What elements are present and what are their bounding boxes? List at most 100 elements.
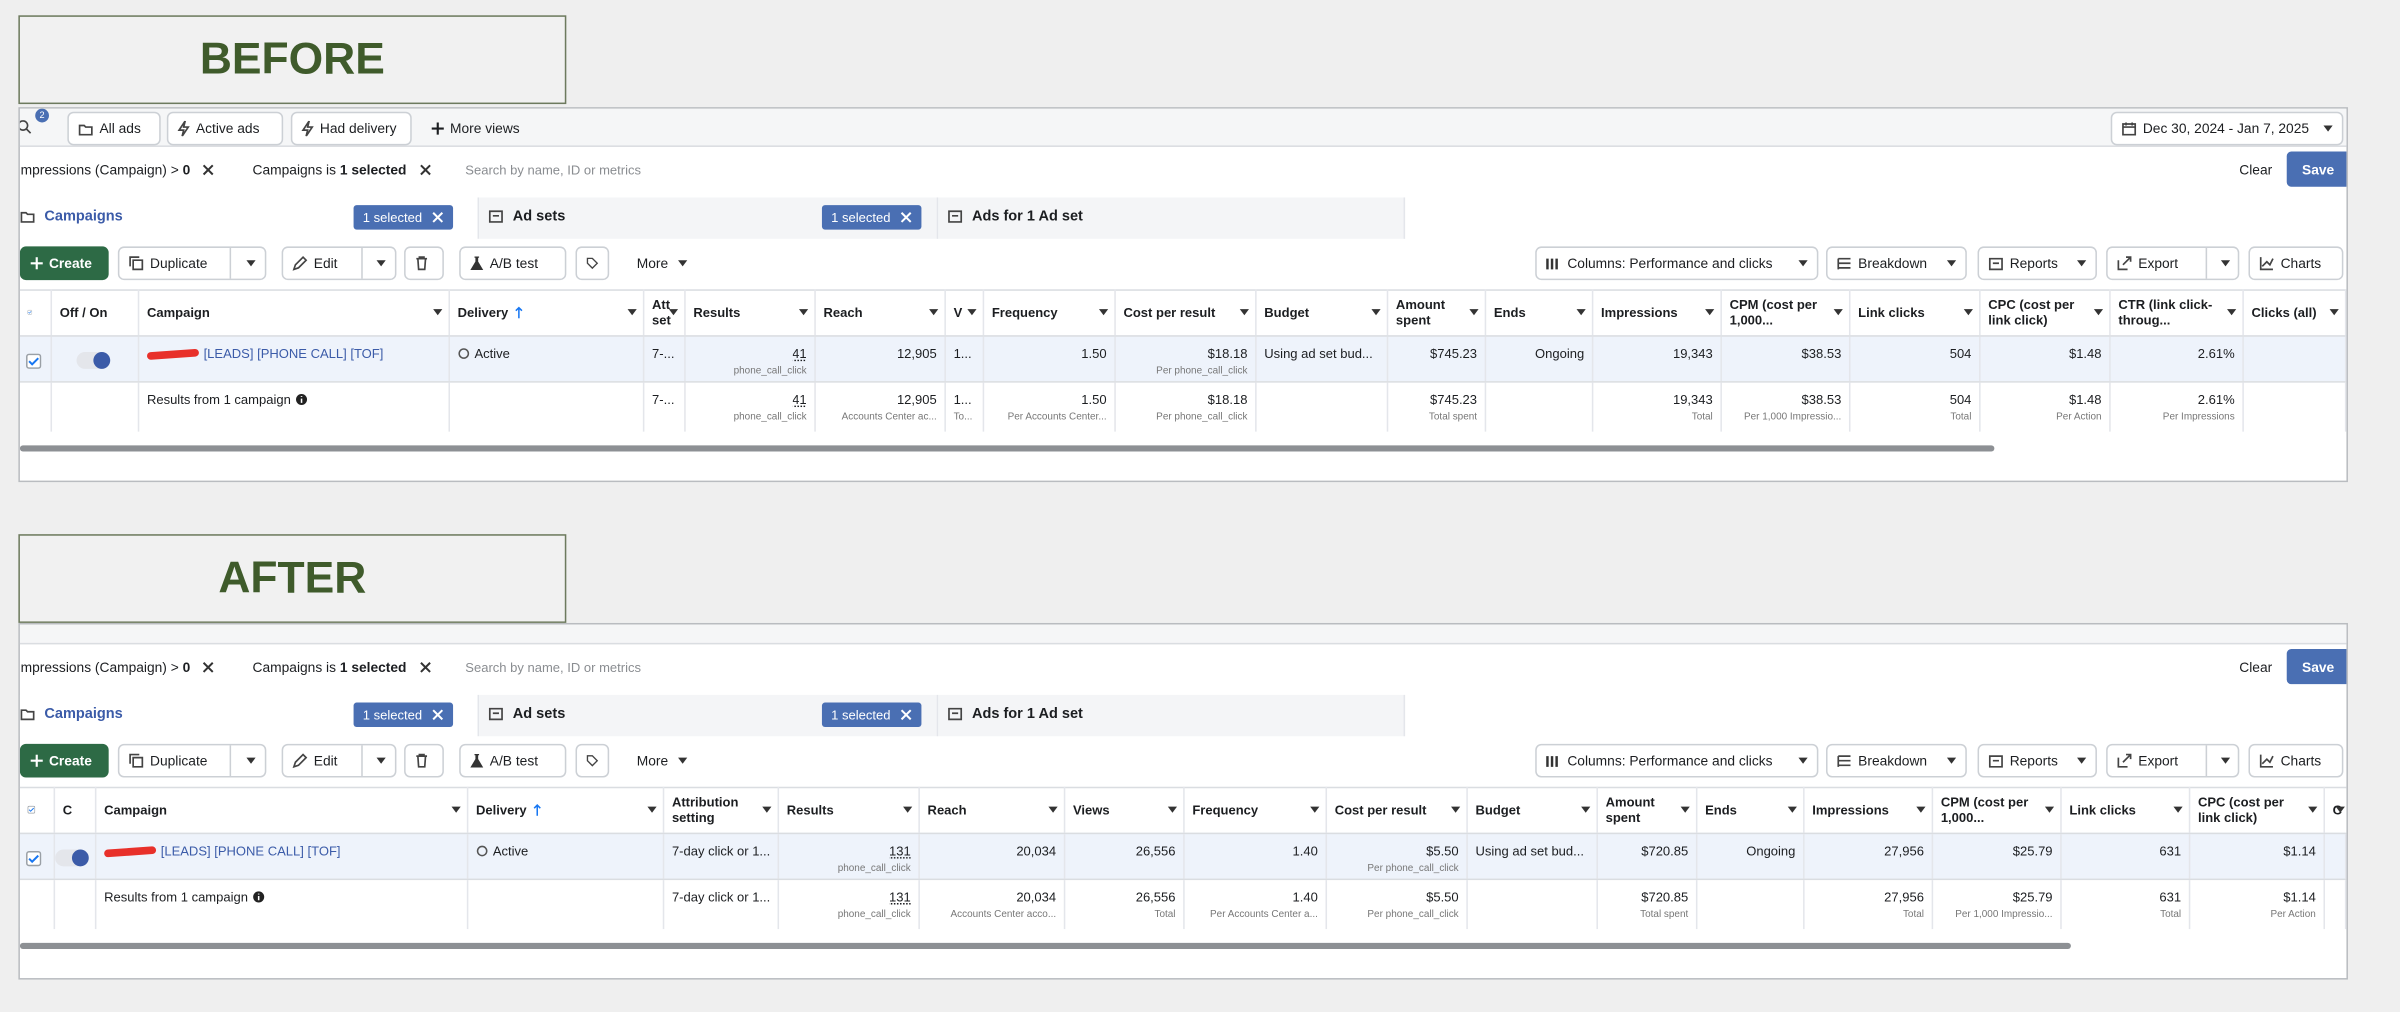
column-header[interactable]: Campaign [139, 289, 450, 336]
column-header[interactable]: Cost per result [1327, 786, 1468, 833]
button[interactable]: Create [19, 743, 109, 778]
remove-filter[interactable] [419, 660, 431, 672]
tab[interactable]: Campaigns 1 selected [19, 694, 480, 737]
button[interactable]: All ads [67, 111, 161, 146]
save-button[interactable]: Save [2286, 151, 2347, 187]
button[interactable]: A/B test [459, 246, 567, 281]
column-header[interactable]: Frequency [984, 289, 1116, 336]
button[interactable]: Export [2106, 246, 2240, 281]
button[interactable]: Columns: Performance and clicks [1535, 743, 1819, 778]
save-button[interactable]: Save [2286, 648, 2347, 685]
column-header[interactable]: V [946, 289, 985, 336]
remove-filter[interactable] [203, 163, 215, 175]
button[interactable]: Reports [1977, 743, 2097, 778]
split-caret[interactable] [2205, 745, 2243, 777]
button[interactable]: Edit [281, 246, 399, 281]
column-header[interactable]: Budget [1468, 786, 1598, 833]
tab[interactable]: Ads for 1 Ad set [938, 197, 1406, 239]
delete-button[interactable] [404, 246, 444, 281]
column-header[interactable]: Attribution setting [664, 786, 780, 833]
column-header[interactable]: Ends [1486, 289, 1594, 336]
button[interactable]: Edit [281, 743, 399, 778]
column-header[interactable]: Att set [644, 289, 686, 336]
column-header[interactable]: C [55, 786, 97, 833]
cell-text[interactable]: [LEADS] [PHONE CALL] [TOF] [160, 843, 341, 859]
button[interactable]: Active ads [166, 111, 284, 146]
column-header[interactable]: Off / On [52, 289, 140, 336]
button[interactable]: More views [421, 112, 540, 146]
column-header[interactable]: C [2325, 787, 2346, 833]
column-header[interactable]: Results [779, 786, 920, 833]
column-header[interactable]: Views [1065, 786, 1185, 833]
column-header[interactable]: CPM (cost per 1,000... [1722, 289, 1851, 336]
toggle[interactable] [55, 849, 89, 867]
column-header[interactable]: Results [686, 289, 816, 336]
column-header[interactable]: Campaign [96, 786, 469, 833]
split-caret[interactable] [361, 745, 399, 777]
column-header[interactable]: CTR (link click-throug... [2111, 289, 2244, 336]
clear-button[interactable]: Clear [2239, 161, 2273, 177]
button[interactable]: Reports [1977, 246, 2097, 281]
button[interactable]: Had delivery [290, 111, 412, 146]
column-header[interactable]: Amount spent [1598, 786, 1698, 833]
button[interactable]: More [626, 744, 698, 778]
clear-button[interactable]: Clear [2239, 658, 2273, 675]
column-header[interactable]: CPC (cost per link click) [2190, 786, 2325, 833]
button[interactable]: Dec 30, 2024 - Jan 7, 2025 [2110, 111, 2344, 146]
column-header[interactable]: Cost per result [1116, 289, 1257, 336]
filter-chip[interactable]: Campaigns is 1 selected [253, 150, 431, 188]
filter-chip[interactable]: Impressions (Campaign) > 0 [20, 647, 215, 685]
tag-button[interactable] [575, 246, 610, 281]
split-caret[interactable] [361, 247, 399, 279]
button[interactable]: Charts [2248, 246, 2344, 281]
button[interactable]: Export [2106, 743, 2240, 778]
column-header[interactable]: Ends [1697, 786, 1805, 833]
column-header[interactable]: Impressions [1593, 289, 1722, 336]
button[interactable]: More [626, 246, 698, 280]
button[interactable]: Breakdown [1826, 743, 1967, 778]
selection-badge[interactable]: 1 selected [353, 205, 453, 230]
tab[interactable]: Campaigns 1 selected [19, 197, 480, 239]
column-header[interactable]: Delivery [468, 786, 665, 833]
column-header[interactable]: Frequency [1185, 786, 1328, 833]
button[interactable]: Columns: Performance and clicks [1535, 246, 1819, 281]
button[interactable]: Create [19, 246, 109, 281]
selection-badge[interactable]: 1 selected [821, 205, 922, 230]
split-caret[interactable] [229, 745, 270, 777]
button[interactable]: A/B test [459, 743, 567, 778]
column-header[interactable]: Link clicks [1851, 289, 1981, 336]
column-header[interactable]: Link clicks [2062, 786, 2191, 833]
tab[interactable]: Ad sets 1 selected [479, 694, 939, 737]
column-header[interactable]: Delivery [450, 289, 645, 336]
filter-chip[interactable]: Campaigns is 1 selected [253, 647, 431, 685]
selection-badge[interactable]: 1 selected [821, 702, 922, 728]
remove-filter[interactable] [203, 660, 215, 672]
column-header[interactable] [20, 786, 56, 833]
cell-text[interactable]: [LEADS] [PHONE CALL] [TOF] [203, 345, 384, 362]
toggle[interactable] [76, 352, 111, 369]
column-header[interactable]: Impressions [1805, 786, 1934, 833]
split-caret[interactable] [2205, 247, 2243, 279]
button[interactable]: Duplicate [117, 743, 267, 778]
column-header[interactable]: Amount spent [1388, 289, 1487, 336]
column-header[interactable]: CPC (cost per link click) [1981, 289, 2111, 336]
button[interactable]: Duplicate [117, 246, 267, 281]
tab[interactable]: Ads for 1 Ad set [938, 694, 1406, 737]
tab[interactable]: Ad sets 1 selected [479, 197, 939, 239]
button[interactable]: Charts [2248, 743, 2344, 778]
tag-button[interactable] [575, 743, 610, 778]
split-caret[interactable] [229, 247, 270, 279]
filter-chip[interactable]: Impressions (Campaign) > 0 [20, 150, 215, 188]
selection-badge[interactable]: 1 selected [353, 702, 453, 728]
column-header[interactable]: Clicks (all) [2244, 289, 2347, 336]
column-header[interactable]: Reach [920, 786, 1066, 833]
flask-icon [470, 753, 484, 768]
button[interactable]: Breakdown [1826, 246, 1967, 281]
column-header[interactable]: CPM (cost per 1,000... [1933, 786, 2062, 833]
remove-filter[interactable] [419, 163, 431, 175]
column-header[interactable]: Reach [816, 289, 946, 336]
column-header[interactable] [20, 289, 53, 336]
search-button[interactable] [19, 119, 38, 140]
column-header[interactable]: Budget [1257, 289, 1389, 336]
delete-button[interactable] [404, 743, 444, 778]
